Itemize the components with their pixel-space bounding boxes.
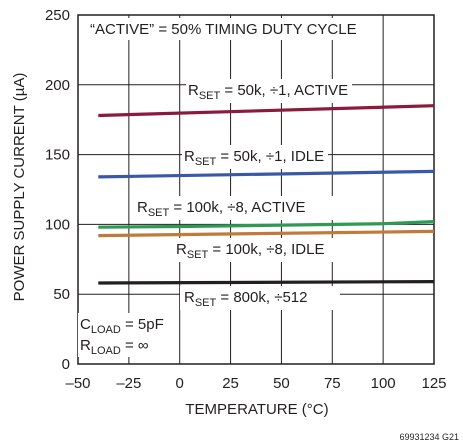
label-series-1: RSET = 50k, ÷1, ACTIVE: [188, 82, 348, 102]
series-line-2: [98, 169, 435, 179]
label-bg-cload: [78, 313, 178, 357]
series-line-3: [98, 220, 435, 229]
label-series-3: RSET = 100k, ÷8, ACTIVE: [137, 199, 305, 219]
label-bg-s4: [174, 238, 360, 262]
label-series-2: RSET = 50k, ÷1, IDLE: [184, 148, 324, 168]
x-tick-label: 25: [222, 375, 239, 392]
figure-id: 69931234 G21: [399, 432, 459, 442]
series-line-5: [98, 280, 435, 285]
x-tick-label: –50: [65, 375, 90, 392]
grid: [77, 14, 435, 365]
label-bg-s2: [182, 145, 328, 169]
label-bg-s5: [180, 286, 340, 310]
annotations: “ACTIVE” = 50% TIMING DUTY CYCLE RSET = …: [78, 18, 382, 357]
annotation-header: “ACTIVE” = 50% TIMING DUTY CYCLE: [90, 21, 357, 38]
y-tick-label: 250: [45, 7, 70, 24]
annotation-header-bg: [86, 18, 382, 40]
x-tick-label: 75: [324, 375, 341, 392]
series-line-4: [98, 229, 435, 238]
y-tick-label: 100: [45, 216, 70, 233]
series-line-1: [98, 104, 435, 118]
label-rload: RLOAD = ∞: [80, 337, 149, 357]
series-lines: [98, 104, 435, 285]
x-tick-label: –25: [116, 375, 141, 392]
plot-frame: [77, 14, 435, 365]
label-bg-s1: [186, 79, 352, 103]
label-series-5: RSET = 800k, ÷512: [184, 289, 307, 309]
label-series-4: RSET = 100k, ÷8, IDLE: [176, 241, 324, 261]
x-tick-label: 125: [421, 375, 446, 392]
x-axis-label: TEMPERATURE (°C): [185, 401, 328, 418]
y-axis-label: POWER SUPPLY CURRENT (µA): [11, 73, 28, 302]
y-tick-label: 50: [53, 286, 70, 303]
x-tick-label: 50: [273, 375, 290, 392]
x-tick-label: 100: [371, 375, 396, 392]
y-tick-label: 200: [45, 77, 70, 94]
label-bg-s3: [134, 196, 354, 220]
y-tick-label: 0: [62, 356, 70, 373]
tick-labels: –50 –25 0 25 50 75 100 125 0 50 100 150 200 250: [45, 7, 447, 392]
x-tick-label: 0: [176, 375, 184, 392]
label-cload: CLOAD = 5pF: [80, 316, 164, 336]
y-tick-label: 150: [45, 147, 70, 164]
